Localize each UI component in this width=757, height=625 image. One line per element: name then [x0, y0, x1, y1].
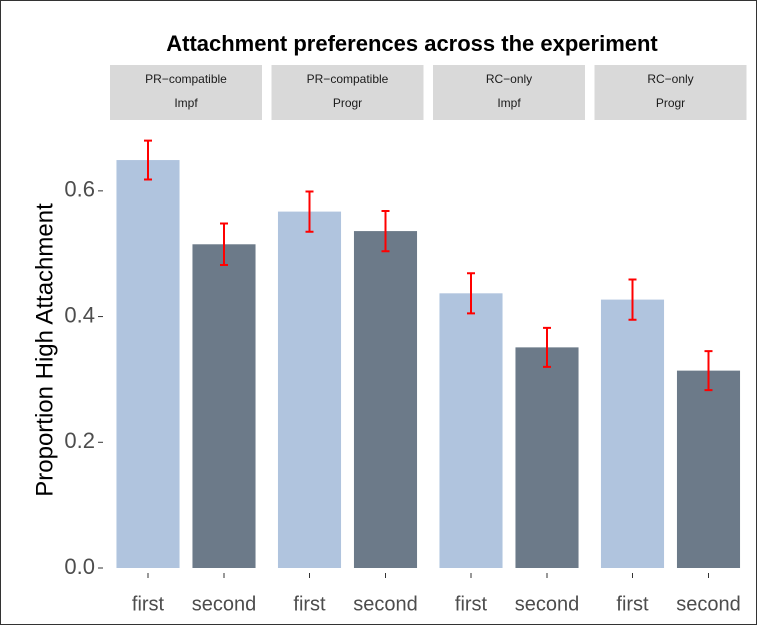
- facet-label: RC−only: [486, 72, 532, 86]
- bar: [353, 231, 418, 569]
- bar: [600, 299, 665, 568]
- facet-label: PR−compatible: [307, 72, 389, 86]
- facet-label: PR−compatible: [145, 72, 227, 86]
- x-tick-label: first: [616, 593, 649, 615]
- error-bar: [628, 278, 637, 321]
- bar: [277, 211, 342, 568]
- facet-strip: [433, 65, 585, 120]
- x-tick-label: second: [192, 593, 257, 615]
- bar: [439, 293, 503, 568]
- y-tick-label: 0.0: [64, 554, 95, 579]
- y-tick-label: 0.4: [64, 302, 95, 327]
- x-tick-label: first: [455, 593, 488, 615]
- x-tick-label: first: [132, 593, 165, 615]
- bar: [116, 160, 180, 569]
- facet-label: Progr: [333, 96, 362, 110]
- error-bar: [144, 139, 152, 181]
- bar: [192, 244, 256, 569]
- y-axis-label: Proportion High Attachment: [31, 203, 58, 497]
- facet-strip: [271, 65, 424, 120]
- y-tick-label: 0.6: [64, 177, 95, 202]
- x-tick-label: second: [353, 593, 418, 615]
- chart-title: Attachment preferences across the experi…: [166, 31, 658, 56]
- y-tick-label: 0.2: [64, 428, 95, 453]
- facet-label: RC−only: [647, 72, 693, 86]
- x-tick-label: second: [676, 593, 741, 615]
- error-bar: [381, 209, 390, 253]
- x-tick-label: first: [293, 593, 326, 615]
- error-bar: [305, 190, 314, 233]
- x-tick-label: second: [515, 593, 580, 615]
- error-bar: [704, 350, 713, 392]
- error-bar: [543, 326, 551, 368]
- facet-strip: [110, 65, 262, 120]
- error-bar: [467, 272, 475, 315]
- bar: [515, 347, 579, 568]
- facet-label: Impf: [174, 96, 198, 110]
- facet-label: Progr: [656, 96, 685, 110]
- facet-label: Impf: [497, 96, 521, 110]
- bar: [676, 370, 741, 568]
- error-bar: [220, 222, 228, 267]
- facet-strip: [594, 65, 747, 120]
